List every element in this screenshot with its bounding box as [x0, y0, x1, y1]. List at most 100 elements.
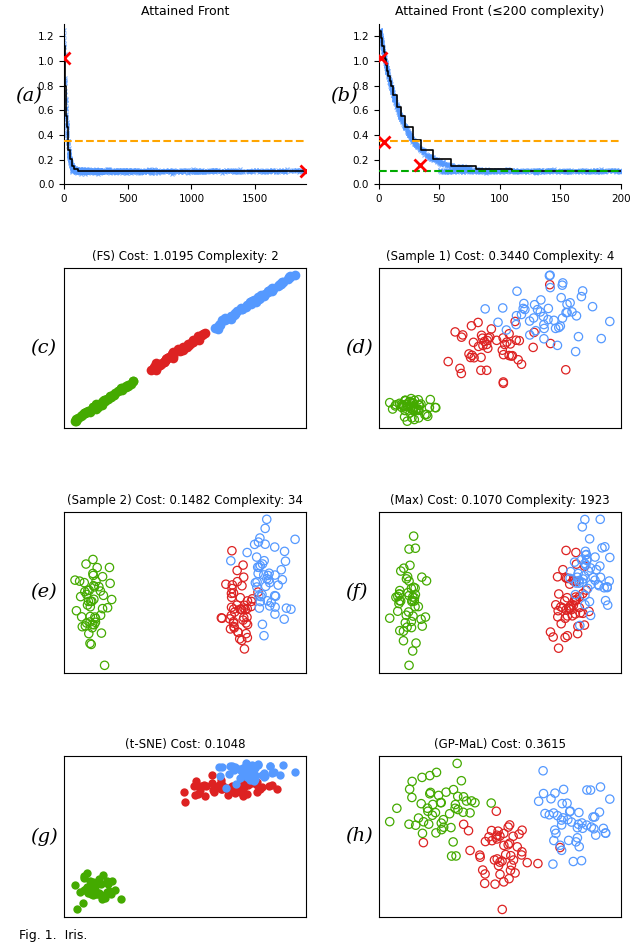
- Point: [394, 586, 404, 601]
- Point: [186, 335, 196, 351]
- Point: [191, 773, 201, 788]
- Point: [425, 392, 435, 408]
- Point: [83, 885, 93, 901]
- Point: [599, 580, 609, 596]
- Point: [72, 902, 82, 917]
- Point: [572, 570, 582, 585]
- Point: [229, 786, 239, 801]
- Point: [236, 590, 246, 605]
- Point: [280, 554, 291, 569]
- Point: [91, 886, 101, 902]
- Point: [510, 314, 520, 329]
- Point: [242, 297, 252, 313]
- Point: [391, 397, 401, 412]
- Point: [220, 312, 230, 327]
- Point: [253, 757, 263, 772]
- Point: [531, 323, 541, 338]
- Point: [233, 625, 243, 640]
- Point: [428, 797, 438, 812]
- Point: [257, 557, 268, 572]
- Point: [227, 590, 237, 605]
- Point: [595, 570, 605, 585]
- Point: [438, 812, 449, 827]
- Point: [408, 402, 418, 417]
- Point: [109, 388, 119, 403]
- Point: [580, 588, 590, 603]
- Point: [102, 600, 113, 616]
- Point: [97, 393, 108, 408]
- Text: (e): (e): [30, 583, 57, 601]
- Point: [582, 580, 593, 596]
- Point: [113, 384, 124, 399]
- Point: [396, 397, 406, 412]
- Point: [504, 817, 515, 832]
- Point: [589, 809, 600, 825]
- Point: [554, 640, 564, 656]
- Point: [430, 400, 440, 415]
- Point: [89, 886, 99, 902]
- Point: [408, 580, 419, 595]
- Point: [574, 576, 584, 591]
- Point: [262, 512, 272, 527]
- Point: [75, 884, 85, 900]
- Point: [404, 782, 415, 797]
- Point: [85, 403, 95, 418]
- Point: [582, 552, 592, 567]
- Point: [416, 612, 426, 627]
- Point: [582, 553, 592, 568]
- Point: [241, 761, 251, 776]
- Point: [400, 616, 410, 631]
- Point: [570, 593, 580, 608]
- Point: [570, 555, 580, 570]
- Point: [209, 785, 220, 800]
- Point: [595, 559, 605, 574]
- Point: [96, 876, 106, 891]
- Point: [81, 557, 91, 572]
- Point: [586, 820, 596, 835]
- Point: [252, 580, 262, 595]
- Point: [456, 773, 467, 788]
- Point: [577, 575, 588, 590]
- Point: [408, 608, 418, 623]
- Point: [586, 783, 596, 798]
- Point: [575, 605, 586, 620]
- Point: [259, 765, 269, 780]
- Point: [605, 314, 615, 329]
- Point: [577, 853, 587, 868]
- Point: [88, 552, 98, 567]
- Point: [579, 568, 589, 583]
- Point: [79, 871, 89, 886]
- Point: [591, 827, 601, 843]
- Point: [580, 558, 591, 573]
- Point: [273, 278, 283, 294]
- Point: [240, 602, 250, 618]
- Point: [180, 795, 191, 810]
- Point: [290, 765, 300, 780]
- Point: [413, 410, 424, 426]
- Point: [257, 768, 268, 783]
- Point: [564, 600, 574, 616]
- Point: [254, 600, 264, 616]
- Point: [431, 826, 441, 841]
- Point: [392, 603, 403, 618]
- Point: [83, 598, 93, 613]
- Point: [417, 770, 427, 785]
- Point: [492, 831, 502, 846]
- Point: [255, 558, 266, 573]
- Point: [534, 793, 544, 808]
- Point: [257, 779, 268, 794]
- Point: [464, 347, 474, 362]
- Point: [89, 592, 99, 607]
- Point: [397, 398, 408, 413]
- Point: [583, 563, 593, 579]
- Point: [413, 599, 424, 615]
- Point: [563, 628, 573, 643]
- Point: [495, 866, 505, 882]
- Point: [223, 782, 233, 797]
- Point: [436, 795, 446, 810]
- Point: [193, 329, 204, 344]
- Point: [517, 823, 527, 838]
- Point: [264, 283, 275, 298]
- Point: [482, 332, 492, 348]
- Point: [394, 596, 404, 611]
